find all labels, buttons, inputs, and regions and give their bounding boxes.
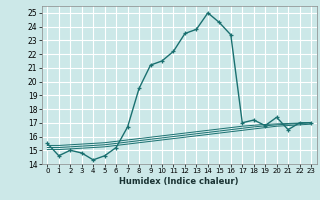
X-axis label: Humidex (Indice chaleur): Humidex (Indice chaleur) <box>119 177 239 186</box>
